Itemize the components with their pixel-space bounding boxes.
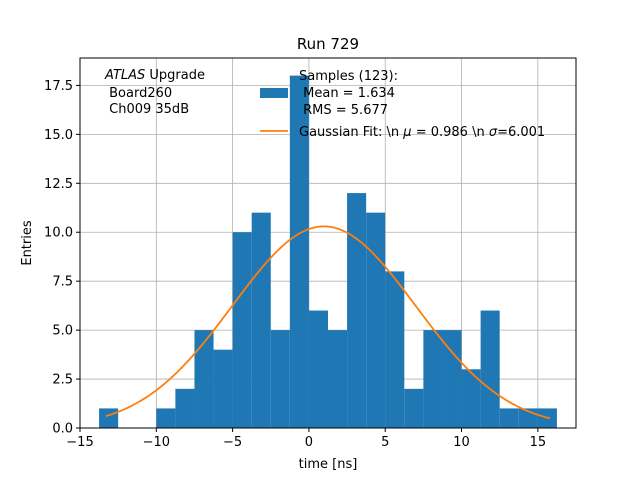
legend-samples-mean: Mean = 1.634	[299, 86, 395, 101]
annotation-line-1: ATLAS Upgrade	[104, 68, 205, 83]
histogram-bar-14	[366, 212, 386, 428]
histogram-bar-15	[385, 271, 405, 428]
legend-samples-rms: RMS = 5.677	[299, 103, 388, 118]
legend-samples-title: Samples (123):	[299, 69, 398, 84]
y-tick-label-1: 2.5	[52, 373, 73, 388]
histogram-bar-9	[270, 330, 290, 428]
chart-title: Run 729	[297, 35, 359, 53]
histogram-bar-16	[404, 388, 424, 428]
legend-fit-prefix: Gaussian Fit: \n	[299, 125, 403, 140]
histogram-bar-10	[289, 75, 309, 428]
histogram-bar-13	[347, 193, 367, 428]
histogram-bars	[99, 75, 557, 428]
fit-curve-layer	[105, 225, 551, 420]
x-axis-ticks: −15 −10 −5 0 5 10 15	[66, 428, 546, 450]
annotation-upgrade: Upgrade	[145, 68, 205, 83]
histogram-bar-0	[99, 408, 119, 428]
legend-fit-sigma: σ	[489, 125, 498, 140]
y-tick-label-7: 17.5	[44, 79, 73, 94]
histogram-bar-19	[461, 369, 481, 428]
y-tick-label-3: 7.5	[52, 275, 73, 290]
x-tick-label-2: −5	[223, 435, 242, 450]
histogram-bar-7	[232, 232, 252, 428]
x-tick-label-6: 15	[530, 435, 547, 450]
legend-swatch-samples	[260, 88, 288, 98]
annotation-atlas: ATLAS	[104, 68, 145, 83]
axes-frame	[79, 57, 577, 429]
histogram-bar-5	[194, 330, 214, 428]
histogram-bar-18	[442, 330, 462, 428]
histogram-bar-17	[423, 330, 443, 428]
y-tick-label-6: 15.0	[44, 128, 73, 143]
x-tick-label-3: 0	[305, 435, 313, 450]
legend-fit-suffix: =6.001	[497, 125, 545, 140]
annotation-line-2: Board260	[105, 86, 172, 101]
legend: Samples (123): Mean = 1.634 RMS = 5.677 …	[260, 69, 545, 140]
annotation-line-3: Ch009 35dB	[105, 102, 189, 117]
y-tick-label-4: 10.0	[44, 226, 73, 241]
y-axis-ticks: 0.0 2.5 5.0 7.5 10.0 12.5 15.0 17.5	[44, 79, 80, 437]
y-tick-label-0: 0.0	[52, 422, 73, 437]
histogram-bar-3	[156, 408, 176, 428]
histogram-bar-6	[213, 349, 233, 428]
legend-fit-middle: = 0.986 \n	[412, 125, 489, 140]
histogram-bar-4	[175, 388, 195, 428]
histogram-bar-11	[308, 310, 328, 428]
legend-fit-label: Gaussian Fit: \n μ = 0.986 \n σ=6.001	[299, 125, 545, 140]
x-tick-label-5: 10	[453, 435, 470, 450]
atlas-annotation: ATLAS Upgrade Board260 Ch009 35dB	[104, 68, 205, 117]
x-tick-label-4: 5	[381, 435, 389, 450]
y-tick-label-2: 5.0	[52, 324, 73, 339]
x-axis-label: time [ns]	[299, 457, 358, 472]
legend-fit-mu: μ	[402, 125, 411, 140]
histogram-bar-20	[480, 310, 500, 428]
histogram-bar-21	[499, 408, 519, 428]
y-tick-label-5: 12.5	[44, 177, 73, 192]
x-tick-label-1: −10	[143, 435, 170, 450]
histogram-bar-12	[328, 330, 348, 428]
x-tick-label-0: −15	[66, 435, 93, 450]
gaussian-fit-curve	[105, 225, 551, 420]
histogram-bar-8	[251, 212, 271, 428]
y-axis-label: Entries	[20, 220, 35, 266]
